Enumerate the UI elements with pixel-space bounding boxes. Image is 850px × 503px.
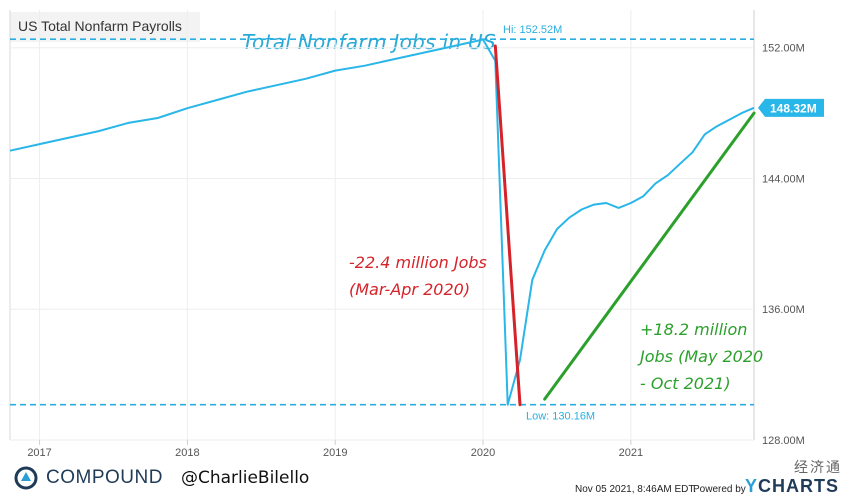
x-tick-label: 2018 [175,447,199,459]
chart-annotation-title: Total Nonfarm Jobs in US [242,30,496,54]
y-tick-label: 144.00M [762,173,805,185]
footer-date: Nov 05 2021, 8:46AM EDT. [575,484,697,495]
y-tick-label: 152.00M [762,43,805,55]
y-tick-label: 128.00M [762,435,805,447]
trend-lines [493,44,756,407]
x-tick-label: 2017 [27,447,51,459]
rise-annotation: +18.2 million Jobs (May 2020 - Oct 2021) [640,316,763,397]
series-layer [9,38,755,406]
ycharts-logo-rest: CHARTS [758,476,840,496]
x-tick-label: 2020 [471,447,495,459]
ycharts-logo-y: Y [745,476,759,496]
ycharts-logo: YCHARTS [745,476,839,497]
drop-annotation: -22.4 million Jobs (Mar-Apr 2020) [349,249,487,303]
compound-logo-icon [14,466,38,490]
label-layer: 148.32M [758,98,824,117]
trend-line [493,44,522,407]
grid-layer [9,10,755,441]
rise-annotation-line1: +18.2 million [640,320,748,339]
brand-name: COMPOUND [46,467,163,488]
footer-brand: COMPOUND @CharlieBilello [14,466,309,490]
brand-handle: @CharlieBilello [180,468,310,488]
powered-by-label: Powered by [693,484,746,495]
drop-annotation-line2: (Mar-Apr 2020) [349,280,471,299]
drop-annotation-line1: -22.4 million Jobs [349,253,487,272]
series-line [9,38,755,406]
last-value-label: 148.32M [770,101,817,115]
trend-line [543,111,756,401]
rise-annotation-line3: - Oct 2021) [640,374,731,393]
reference-line-label: Hi: 152.52M [503,24,562,36]
reference-lines: Hi: 152.52M Low: 130.16M [10,24,754,423]
reference-line-label: Low: 130.16M [526,411,595,423]
axis-layer: 128.00M 136.00M 144.00M 152.00M 2017 2018 2019… [27,43,804,459]
x-tick-label: 2019 [323,447,347,459]
legend-box: US Total Nonfarm Payrolls [10,12,200,42]
y-tick-label: 136.00M [762,304,805,316]
x-tick-label: 2021 [619,447,643,459]
legend-series-label: US Total Nonfarm Payrolls [18,18,182,34]
rise-annotation-line2: Jobs (May 2020 [640,347,764,366]
watermark: 经济通 [794,459,842,475]
last-value-badge [758,98,824,117]
